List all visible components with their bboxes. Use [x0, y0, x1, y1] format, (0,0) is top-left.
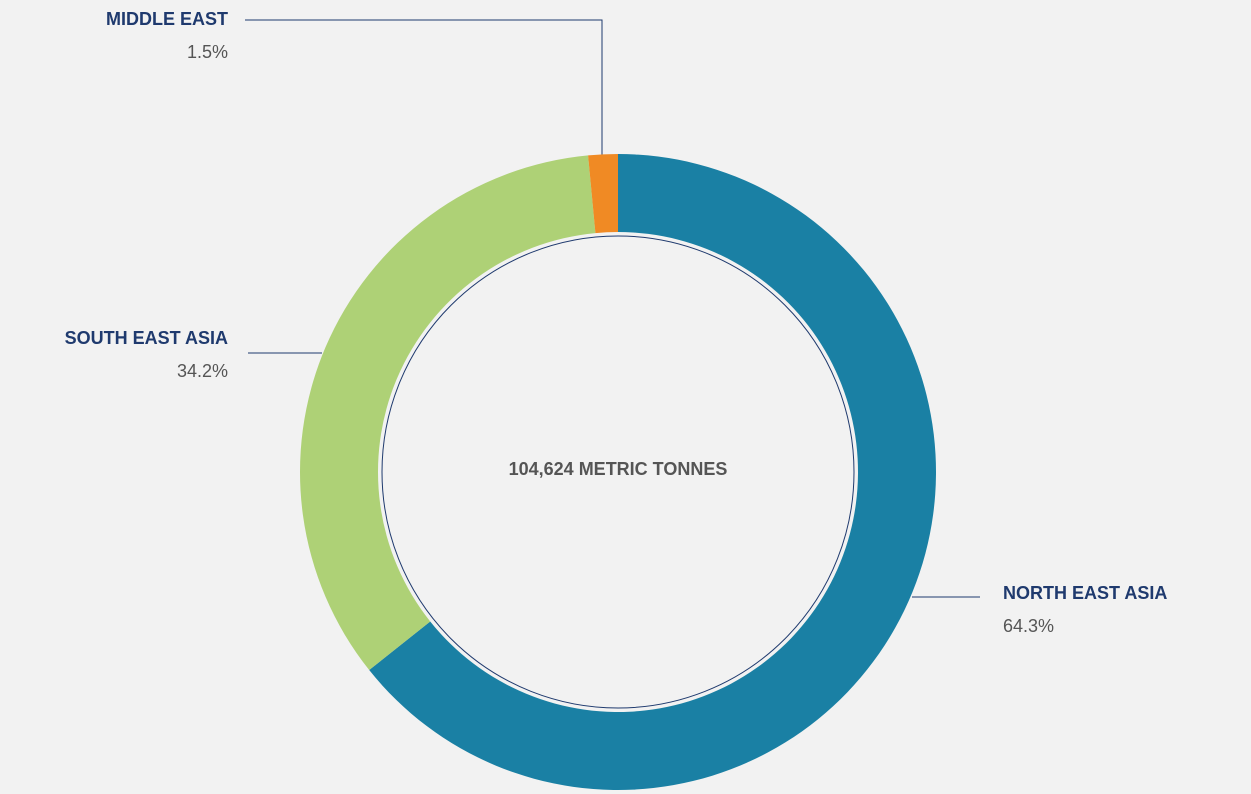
- leader-line: [245, 19, 603, 156]
- category-label: NORTH EAST ASIA: [1003, 583, 1167, 603]
- value-label: 1.5%: [187, 42, 228, 62]
- inner-ring: [381, 235, 855, 709]
- value-label: 64.3%: [1003, 616, 1054, 636]
- value-label: 34.2%: [177, 361, 228, 381]
- category-label: MIDDLE EAST: [106, 9, 228, 29]
- center-label: 104,624 METRIC TONNES: [509, 459, 728, 479]
- slice: [300, 155, 596, 671]
- slice: [588, 154, 618, 234]
- category-label: SOUTH EAST ASIA: [65, 328, 228, 348]
